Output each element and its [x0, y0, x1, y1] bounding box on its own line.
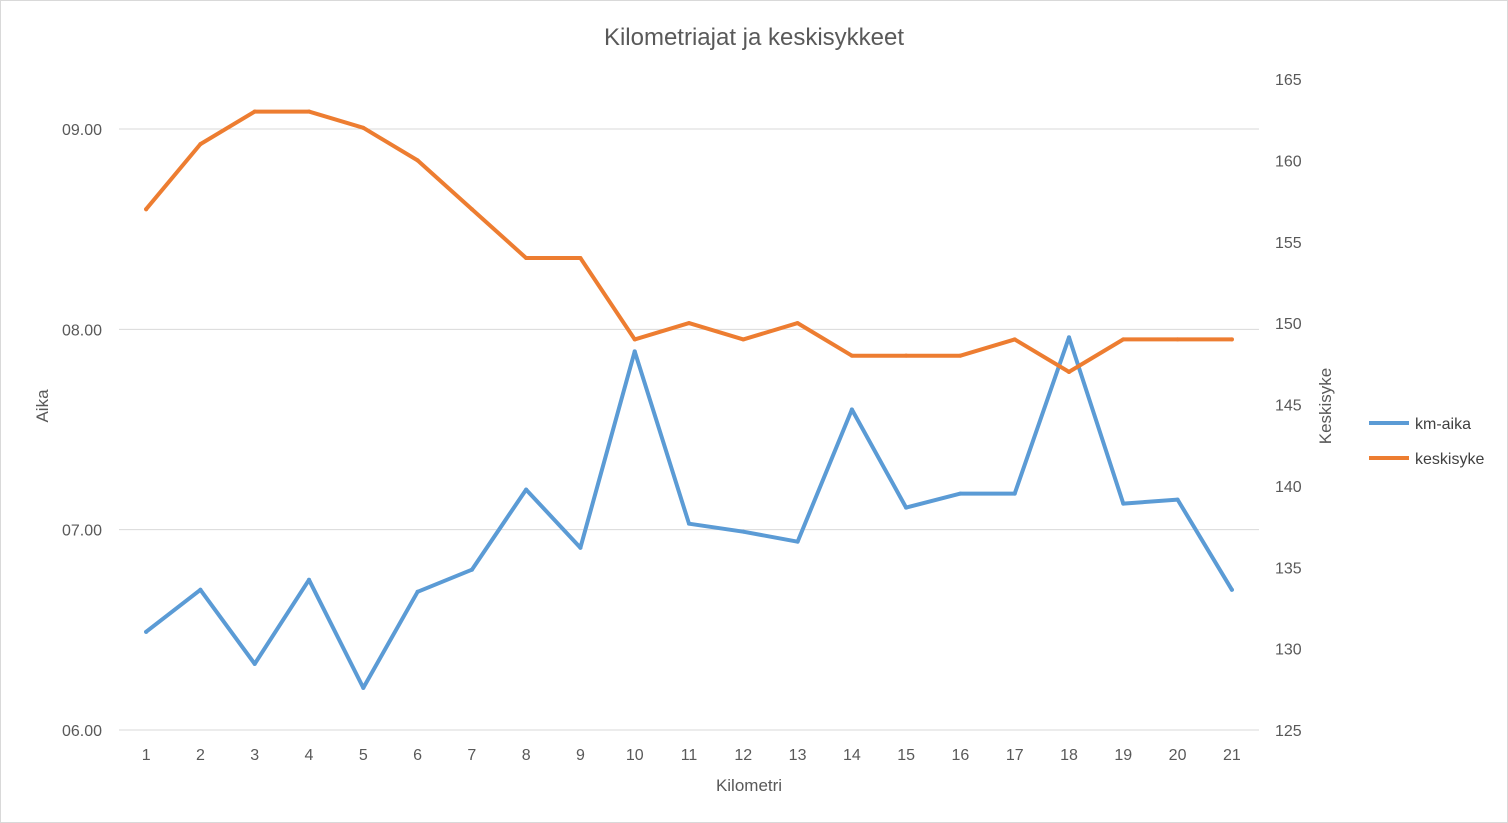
data-point-km-aika	[524, 487, 529, 492]
y-tick-label: 09.00	[62, 122, 102, 139]
data-point-km-aika	[849, 407, 854, 412]
data-point-keskisyke	[1067, 369, 1071, 374]
data-point-keskisyke	[1121, 337, 1126, 342]
data-point-keskisyke	[307, 109, 311, 114]
data-point-km-aika	[144, 629, 149, 634]
y2-axis-label: Keskisyke	[1316, 368, 1335, 445]
chart-title: Kilometriajat ja keskisykkeet	[604, 24, 904, 51]
x-tick-label: 8	[522, 747, 531, 764]
y2-tick-label: 140	[1275, 479, 1302, 496]
x-tick-label: 19	[1114, 747, 1132, 764]
x-tick-label: 1	[142, 747, 151, 764]
x-tick-label: 14	[843, 747, 861, 764]
y-tick-label: 08.00	[62, 322, 102, 339]
x-tick-label: 5	[359, 747, 368, 764]
gridlines	[119, 128, 1259, 731]
data-point-keskisyke	[1012, 337, 1017, 342]
x-tick-label: 4	[305, 747, 314, 764]
x-tick-label: 18	[1060, 747, 1078, 764]
y2-tick-label: 125	[1275, 723, 1302, 740]
data-point-keskisyke	[524, 256, 529, 261]
x-tick-label: 13	[789, 747, 807, 764]
data-point-keskisyke	[795, 321, 800, 326]
data-point-km-aika	[252, 661, 257, 666]
y2-tick-label: 130	[1275, 642, 1302, 659]
data-point-km-aika	[1067, 335, 1071, 340]
x-tick-label: 6	[413, 747, 422, 764]
data-point-km-aika	[307, 577, 311, 582]
series-lines	[144, 109, 1234, 690]
data-point-km-aika	[1121, 501, 1126, 506]
data-point-keskisyke	[144, 207, 149, 212]
data-point-keskisyke	[958, 353, 963, 358]
data-point-keskisyke	[741, 337, 746, 342]
data-point-keskisyke	[687, 321, 691, 326]
data-point-km-aika	[904, 505, 909, 510]
x-tick-label: 9	[576, 747, 585, 764]
x-tick-label: 21	[1223, 747, 1241, 764]
data-point-keskisyke	[469, 207, 474, 212]
legend-label: keskisyke	[1415, 451, 1484, 468]
y2-axis-ticks: 125 130 135 140 145 150 155 160 165	[1275, 72, 1302, 740]
x-tick-label: 12	[734, 747, 752, 764]
legend-label: km-aika	[1415, 416, 1471, 433]
x-tick-label: 15	[897, 747, 915, 764]
y2-tick-label: 165	[1275, 72, 1302, 89]
data-point-keskisyke	[904, 353, 909, 358]
x-tick-label: 10	[626, 747, 644, 764]
x-tick-label: 16	[952, 747, 970, 764]
y-axis-label: Aika	[33, 389, 52, 423]
x-axis-ticks: 1 2 3 4 5 6 7 8 9 10 11 12 13 14 15 16 17 18 19 20 21	[142, 747, 1241, 764]
data-point-km-aika	[687, 521, 691, 526]
data-point-km-aika	[361, 685, 366, 690]
x-tick-label: 7	[467, 747, 476, 764]
y-tick-label: 07.00	[62, 523, 102, 540]
data-point-km-aika	[795, 539, 800, 544]
x-axis-label: Kilometri	[716, 776, 782, 795]
data-point-keskisyke	[1175, 337, 1180, 342]
x-tick-label: 2	[196, 747, 205, 764]
y2-tick-label: 160	[1275, 153, 1302, 170]
data-point-km-aika	[958, 491, 963, 496]
x-tick-label: 17	[1006, 747, 1024, 764]
data-point-km-aika	[469, 567, 474, 572]
data-point-km-aika	[415, 589, 420, 594]
y2-tick-label: 135	[1275, 560, 1302, 577]
data-point-keskisyke	[578, 256, 583, 261]
data-point-keskisyke	[1229, 337, 1234, 342]
data-point-keskisyke	[252, 109, 257, 114]
x-tick-label: 11	[681, 747, 698, 764]
data-point-keskisyke	[361, 125, 366, 130]
y2-tick-label: 150	[1275, 316, 1302, 333]
y-tick-label: 06.00	[62, 723, 102, 740]
data-point-km-aika	[1012, 491, 1017, 496]
y2-tick-label: 155	[1275, 235, 1302, 252]
data-point-keskisyke	[415, 158, 420, 163]
data-point-keskisyke	[849, 353, 854, 358]
data-point-km-aika	[1175, 497, 1180, 502]
legend: km-aika keskisyke	[1369, 416, 1484, 468]
x-tick-label: 20	[1169, 747, 1187, 764]
series-line-km-aika	[144, 335, 1234, 690]
data-point-km-aika	[632, 349, 637, 354]
x-tick-label: 3	[250, 747, 259, 764]
data-point-km-aika	[1229, 587, 1234, 592]
data-point-km-aika	[198, 587, 203, 592]
y-axis-ticks: 06.00 07.00 08.00 09.00	[62, 122, 102, 740]
data-point-km-aika	[741, 529, 746, 534]
data-point-km-aika	[578, 545, 583, 550]
series-line-keskisyke	[144, 109, 1234, 374]
data-point-keskisyke	[632, 337, 637, 342]
y2-tick-label: 145	[1275, 398, 1302, 415]
data-point-keskisyke	[198, 142, 203, 147]
